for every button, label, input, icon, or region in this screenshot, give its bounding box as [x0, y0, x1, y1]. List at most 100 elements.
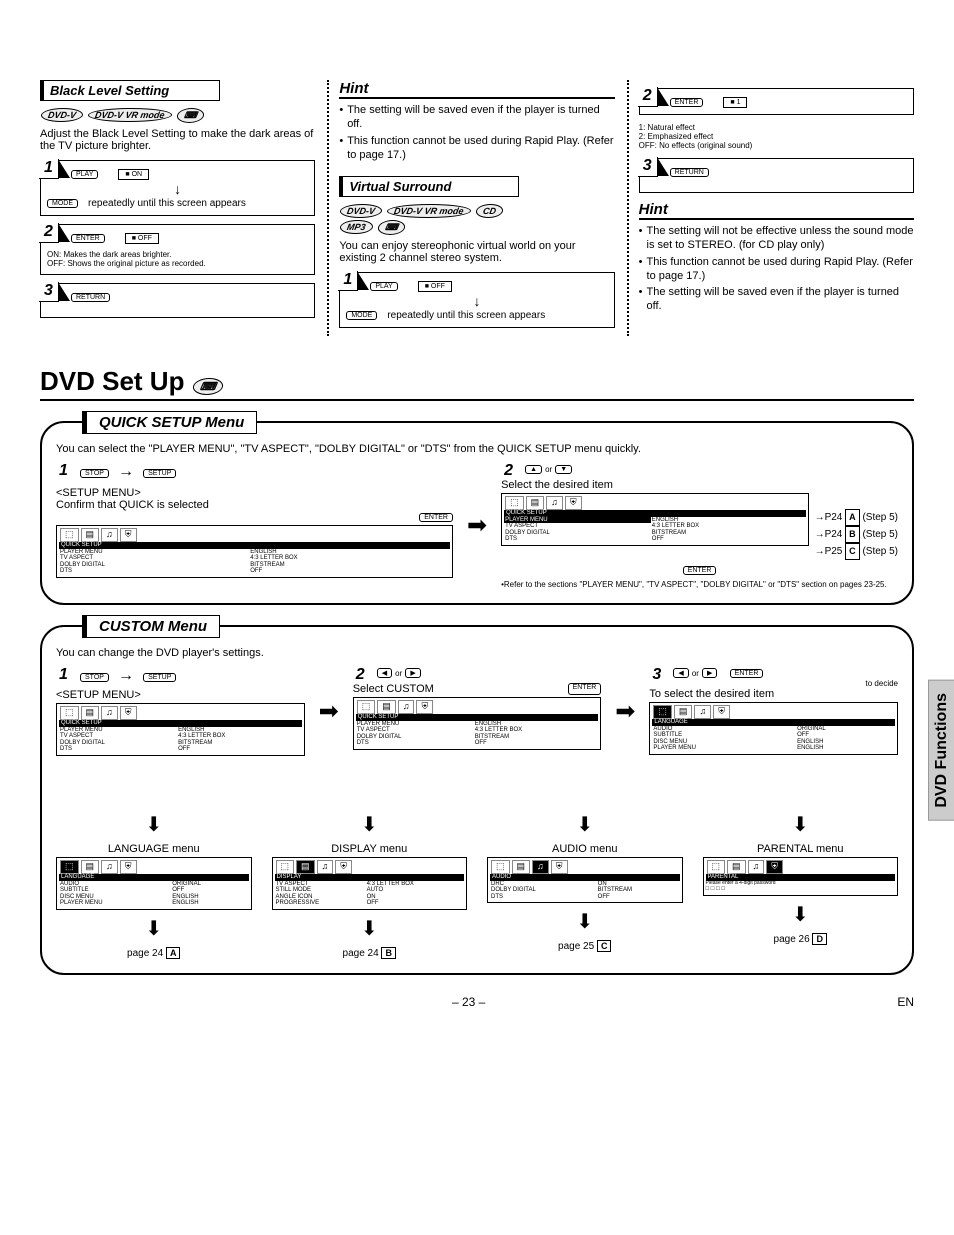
select-item-text: Select the desired item — [501, 479, 898, 491]
col-virtual: Hint The setting will be saved even if t… — [327, 80, 614, 336]
dvd-v-icon: DVD-V — [339, 204, 383, 218]
cd-icon: CD — [475, 204, 504, 218]
badge-row: DVD-V DVD-V VR mode CD MP3 ⌨ — [339, 203, 614, 236]
black-level-desc: Adjust the Black Level Setting to make t… — [40, 128, 315, 152]
enter-button: ENTER — [683, 566, 717, 575]
parental-submenu: ⬇ PARENTAL menu ⬚▤♫⛨ PARENTAL Please ent… — [703, 806, 899, 959]
custom-step1: 1 STOP → SETUP <SETUP MENU> ⬚▤♫⛨ QUICK S… — [56, 667, 305, 756]
select-custom-text: Select CUSTOM — [353, 683, 434, 695]
menu-tabs-icon: ⬚▤♫⛨ — [490, 860, 680, 874]
or-label: or — [692, 669, 699, 678]
arrow-down-icon: ⬇ — [272, 812, 468, 837]
step-2-badge: 2 — [39, 223, 59, 243]
step-3-badge: 3 — [648, 666, 665, 684]
enter-button: ENTER — [71, 234, 105, 243]
remote-icon: ⌨ — [175, 108, 205, 123]
off-screen: ■ OFF — [418, 281, 452, 292]
parental-menu-label: PARENTAL menu — [703, 843, 899, 855]
hint1-header: Hint — [339, 80, 614, 99]
to-decide-text: to decide — [649, 679, 898, 688]
side-tab: DVD Functions — [928, 680, 954, 821]
arrow-down-icon: ↓ — [346, 294, 607, 308]
display-menu-label: DISPLAY menu — [272, 843, 468, 855]
step-3-badge: 3 — [638, 157, 658, 177]
quick-step1: 1 STOP → SETUP <SETUP MENU> Confirm that… — [56, 463, 453, 589]
vs-step1: 1 PLAY ■ OFF ↓ MODE repeatedly until thi… — [339, 272, 614, 328]
or-label: or — [395, 669, 402, 678]
return-button: RETURN — [670, 168, 709, 177]
screen-1: ■ 1 — [723, 97, 747, 108]
menu-table: PLAYER MENUENGLISH TV ASPECT4:3 LETTER B… — [59, 727, 302, 753]
step-1-badge: 1 — [338, 271, 358, 291]
dvd-v-vr-icon: DVD-V VR mode — [87, 108, 173, 122]
arrow-down-icon: ⬇ — [703, 812, 899, 837]
arrow-down-icon: ⬇ — [56, 916, 252, 941]
custom-menu-title: CUSTOM Menu — [82, 615, 220, 638]
dvd-v-icon: DVD-V — [40, 108, 84, 122]
play-button: PLAY — [71, 170, 98, 179]
enter-button: ENTER — [730, 669, 764, 678]
quick-menu-screen: ⬚▤♫⛨ QUICK SETUP PLAYER MENUENGLISH TV A… — [56, 525, 453, 578]
menu-tabs-icon: ⬚▤♫⛨ — [504, 496, 806, 510]
virtual-header: Virtual Surround — [339, 176, 519, 197]
language-submenu: ⬇ LANGUAGE menu ⬚▤♫⛨ LANGUAGE AUDIOORIGI… — [56, 806, 252, 959]
menu-tabs-icon: ⬚▤♫⛨ — [356, 700, 599, 714]
enter-button: ENTER — [670, 98, 704, 107]
submenu-screen: ⬚▤♫⛨ PARENTAL Please enter a 4-digit pas… — [703, 857, 899, 896]
quick-step2: 2 ▲ or ▼ Select the desired item ⬚▤♫⛨ QU… — [501, 463, 898, 589]
setup-button: SETUP — [143, 673, 176, 682]
hint1-b2: This function cannot be used during Rapi… — [339, 134, 614, 163]
page-footer: – 23 – EN — [40, 995, 914, 1009]
arrow-right-icon: → — [118, 667, 134, 684]
arrow-right-icon: ➡ — [611, 700, 639, 724]
custom-step2: 2 ◀ or ▶ Select CUSTOM ENTER ⬚▤♫⛨ QUICK … — [353, 667, 602, 756]
dvd-v-vr-icon: DVD-V VR mode — [386, 204, 472, 218]
page-ref: page 24 A — [56, 947, 252, 959]
repeat-text: repeatedly until this screen appears — [387, 310, 545, 321]
left-button: ◀ — [673, 668, 688, 678]
custom-menu-box: CUSTOM Menu You can change the DVD playe… — [40, 625, 914, 975]
bl-step2: 2 ENTER ■ OFF ON: Makes the dark areas b… — [40, 224, 315, 275]
arrow-down-icon: ⬇ — [272, 916, 468, 941]
step-3-badge: 3 — [39, 282, 59, 302]
audio-submenu: ⬇ AUDIO menu ⬚▤♫⛨ AUDIO DRCON DOLBY DIGI… — [487, 806, 683, 959]
on-desc: ON: Makes the dark areas brighter. — [47, 250, 308, 259]
language-menu-screen: ⬚▤♫⛨ LANGUAGE AUDIOORIGINAL SUBTITLEOFF … — [649, 702, 898, 755]
quick-menu-screen: ⬚▤♫⛨ QUICK SETUP PLAYER MENUENGLISH TV A… — [501, 493, 809, 546]
repeat-text: repeatedly until this screen appears — [88, 198, 246, 209]
menu-table: PLAYER MENUENGLISH TV ASPECT4:3 LETTER B… — [504, 517, 806, 543]
custom-step3: 3 ◀ or ▶ ENTER to decide To select the d… — [649, 667, 898, 756]
emphasized-effect: 2: Emphasized effect — [639, 132, 914, 141]
up-button: ▲ — [525, 465, 542, 474]
custom-intro: You can change the DVD player's settings… — [56, 647, 898, 659]
arrow-down-icon: ⬇ — [56, 812, 252, 837]
hint2-b1: The setting will not be effective unless… — [639, 224, 914, 253]
setup-menu-label: <SETUP MENU> — [56, 487, 453, 499]
vs-step2: 2 ENTER ■ 1 — [639, 88, 914, 115]
bl-step1: 1 PLAY ■ ON ↓ MODE repeatedly until this… — [40, 160, 315, 216]
on-screen: ■ ON — [118, 169, 149, 180]
audio-menu-label: AUDIO menu — [487, 843, 683, 855]
lang-indicator: EN — [897, 995, 914, 1009]
or-label: or — [545, 465, 552, 474]
return-button: RETURN — [71, 293, 110, 302]
col-black-level: Black Level Setting DVD-V DVD-V VR mode … — [40, 80, 315, 336]
page-ref: page 26 D — [703, 933, 899, 945]
play-button: PLAY — [370, 282, 397, 291]
refer-note: •Refer to the sections "PLAYER MENU", "T… — [501, 580, 898, 589]
quick-intro: You can select the "PLAYER MENU", "TV AS… — [56, 443, 898, 455]
virtual-desc: You can enjoy stereophonic virtual world… — [339, 240, 614, 264]
enter-button: ENTER — [568, 683, 602, 695]
quick-setup-title: QUICK SETUP Menu — [82, 411, 257, 434]
setup-button: SETUP — [143, 469, 176, 478]
menu-table: AUDIOORIGINAL SUBTITLEOFF DISC MENUENGLI… — [652, 726, 895, 752]
submenu-screen: ⬚▤♫⛨ AUDIO DRCON DOLBY DIGITALBITSTREAM … — [487, 857, 683, 903]
hint2-header: Hint — [639, 201, 914, 220]
arrow-right-icon: → — [118, 463, 134, 480]
arrow-down-icon: ⬇ — [487, 909, 683, 934]
hint2-b3: The setting will be saved even if the pl… — [639, 285, 914, 314]
step-2-badge: 2 — [500, 462, 517, 480]
dvd-setup-title: DVD Set Up ⌨ — [40, 366, 914, 401]
off-desc: OFF: Shows the original picture as recor… — [47, 259, 308, 268]
top-section: Black Level Setting DVD-V DVD-V VR mode … — [40, 80, 914, 336]
